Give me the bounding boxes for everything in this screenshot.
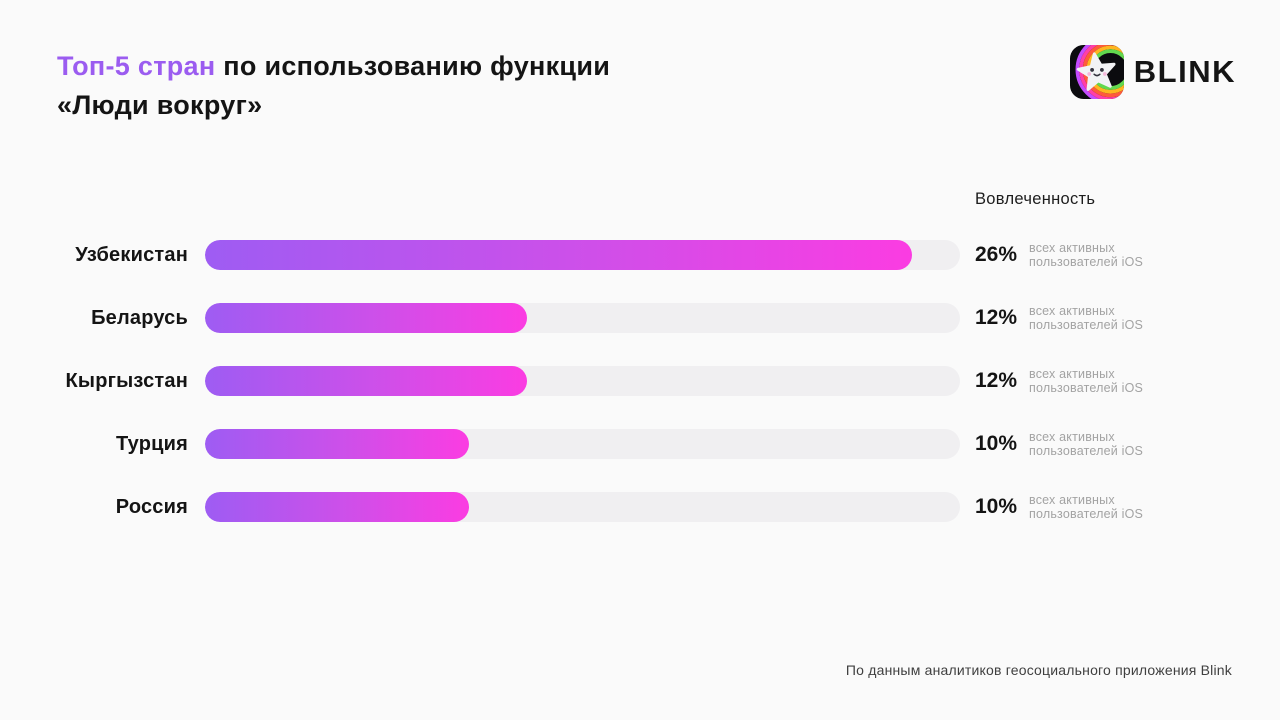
note-line-2: пользователей iOS bbox=[1029, 444, 1144, 458]
bar-track bbox=[205, 240, 960, 270]
engagement-column-header: Вовлеченность bbox=[975, 190, 1096, 208]
bar-fill bbox=[205, 240, 912, 270]
source-note: По данным аналитиков геосоциального прил… bbox=[845, 662, 1232, 678]
title-highlight: Топ-5 стран bbox=[57, 51, 216, 81]
percent-value: 26% bbox=[975, 243, 1018, 266]
country-label: Кыргызстан bbox=[65, 369, 188, 392]
note-line-1: всех активных bbox=[1029, 493, 1115, 507]
bar-fill bbox=[205, 303, 527, 333]
chart-row-uzbekistan: Узбекистан 26% всех активных пользовател… bbox=[0, 240, 1280, 270]
percent-value: 12% bbox=[975, 369, 1018, 392]
chart-row-belarus: Беларусь 12% всех активных пользователей… bbox=[0, 303, 1280, 333]
percent-note: всех активных пользователей iOS bbox=[1029, 241, 1143, 269]
bar-fill bbox=[205, 492, 470, 522]
bar-track bbox=[205, 303, 960, 333]
logo-wordmark: BLINK bbox=[1133, 54, 1236, 89]
bar-track bbox=[205, 366, 960, 396]
blink-logo: BLINK bbox=[1069, 45, 1236, 99]
note-line-2: пользователей iOS bbox=[1029, 318, 1144, 332]
note-line-2: пользователей iOS bbox=[1029, 255, 1144, 269]
chart-row-russia: Россия 10% всех активных пользователей i… bbox=[0, 492, 1280, 522]
percent-note: всех активных пользователей iOS bbox=[1029, 493, 1143, 521]
bar-chart: Узбекистан 26% всех активных пользовател… bbox=[0, 240, 1280, 555]
page-title: Топ-5 стран по использованию функции «Лю… bbox=[57, 47, 610, 125]
bar-fill bbox=[205, 366, 527, 396]
bar-fill bbox=[205, 429, 470, 459]
title-line2: «Люди вокруг» bbox=[57, 90, 263, 120]
country-label: Россия bbox=[115, 495, 188, 518]
percent-value: 12% bbox=[975, 306, 1018, 329]
bar-track bbox=[205, 492, 960, 522]
percent-value: 10% bbox=[975, 495, 1018, 518]
percent-note: всех активных пользователей iOS bbox=[1029, 430, 1143, 458]
percent-note: всех активных пользователей iOS bbox=[1029, 304, 1143, 332]
chart-row-kyrgyzstan: Кыргызстан 12% всех активных пользовател… bbox=[0, 366, 1280, 396]
title-rest: по использованию функции bbox=[215, 51, 611, 81]
blink-star-app-icon bbox=[1069, 45, 1124, 99]
country-label: Узбекистан bbox=[75, 243, 188, 266]
bar-track bbox=[205, 429, 960, 459]
note-line-2: пользователей iOS bbox=[1029, 381, 1144, 395]
percent-value: 10% bbox=[975, 432, 1018, 455]
note-line-1: всех активных bbox=[1029, 304, 1115, 318]
percent-note: всех активных пользователей iOS bbox=[1029, 367, 1143, 395]
note-line-1: всех активных bbox=[1029, 241, 1115, 255]
note-line-2: пользователей iOS bbox=[1029, 507, 1144, 521]
note-line-1: всех активных bbox=[1029, 367, 1115, 381]
country-label: Беларусь bbox=[91, 306, 188, 329]
note-line-1: всех активных bbox=[1029, 430, 1115, 444]
country-label: Турция bbox=[116, 432, 188, 455]
chart-row-turkey: Турция 10% всех активных пользователей i… bbox=[0, 429, 1280, 459]
